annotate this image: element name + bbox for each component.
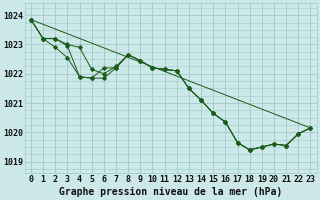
X-axis label: Graphe pression niveau de la mer (hPa): Graphe pression niveau de la mer (hPa) xyxy=(59,186,282,197)
